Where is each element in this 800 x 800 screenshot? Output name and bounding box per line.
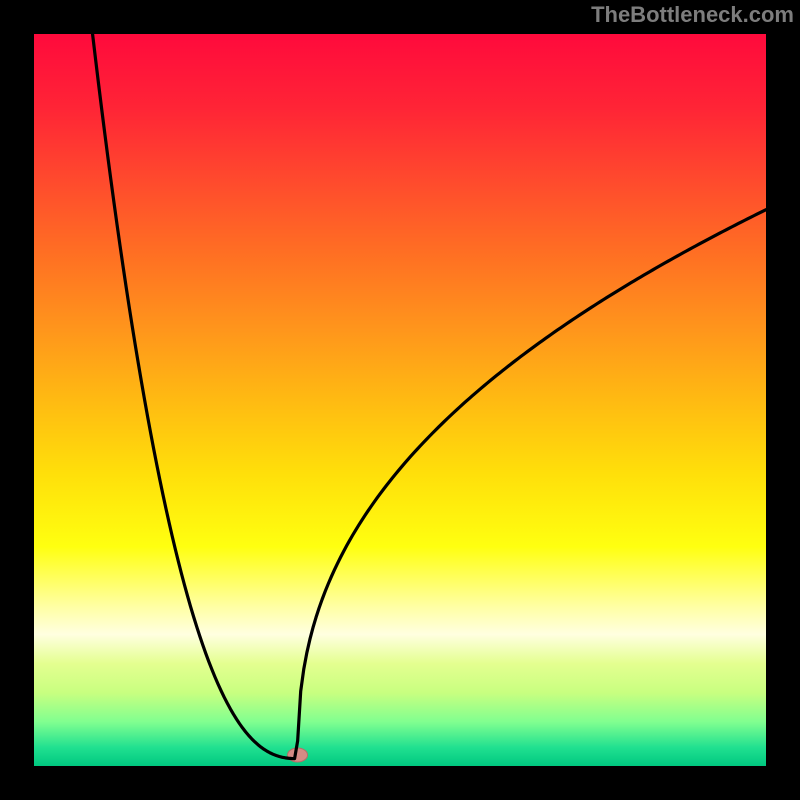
watermark-text: TheBottleneck.com [591, 2, 794, 28]
bottleneck-curve [93, 34, 766, 759]
plot-area [34, 34, 766, 766]
chart-canvas: TheBottleneck.com [0, 0, 800, 800]
curve-layer [34, 34, 766, 766]
